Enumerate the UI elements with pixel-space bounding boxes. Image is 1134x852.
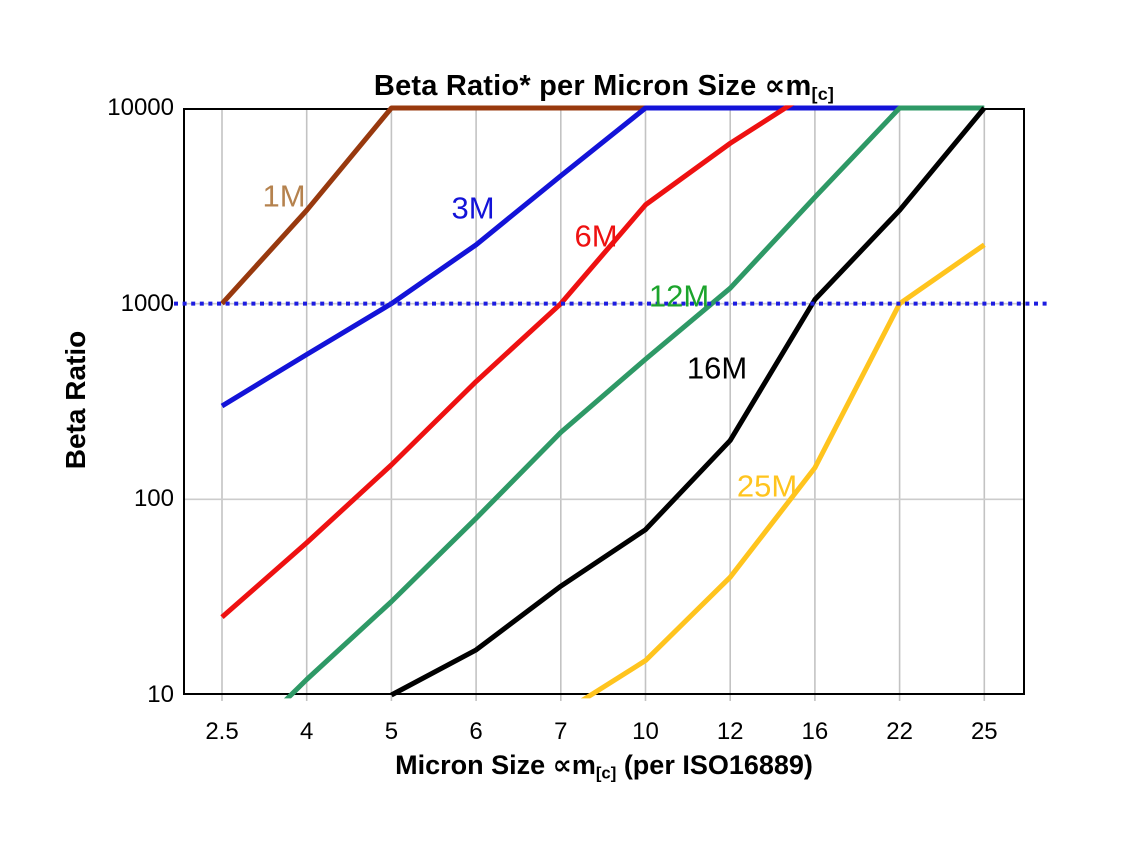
series-line-16m: [390, 106, 987, 698]
x-axis-title: Micron Size ∝m[c] (per ISO16889): [183, 750, 1025, 784]
micron-symbol: ∝m: [764, 70, 812, 102]
plot-border: [183, 108, 1025, 695]
y-tick-label: 10: [147, 681, 174, 708]
x-tick-label: 10: [632, 718, 659, 745]
x-tick-label: 5: [384, 718, 399, 745]
x-axis-title-suffix: (per ISO16889): [616, 750, 813, 780]
series-label-3m: 3M: [451, 190, 495, 226]
x-axis-title-text: Micron Size: [395, 750, 553, 780]
series-line-1m: [220, 105, 646, 306]
x-tick-label: 2.5: [205, 718, 239, 745]
series-label-1m: 1M: [262, 178, 306, 214]
x-tick-label: 7: [554, 718, 568, 745]
x-tick-label: 16: [801, 718, 829, 745]
x-tick-label: 12: [716, 718, 744, 745]
series-label-6m: 6M: [574, 218, 618, 254]
series-line-25m: [580, 242, 986, 699]
y-axis-title: Beta Ratio: [60, 331, 92, 469]
series-label-16m: 16M: [686, 350, 748, 386]
y-tick-label: 100: [133, 485, 174, 513]
micron-symbol: ∝m: [552, 750, 596, 780]
series-lines: [220, 105, 987, 699]
x-tick-label: 6: [469, 718, 483, 745]
x-tick-label: 4: [300, 718, 314, 745]
series-label-25m: 25M: [736, 468, 798, 504]
series-label-12m: 12M: [648, 278, 710, 314]
x-tick-label: 25: [970, 718, 998, 745]
chart-title: Beta Ratio* per Micron Size ∝m[c]: [183, 68, 1025, 105]
x-tick-label: 22: [886, 718, 913, 745]
series-line-12m: [283, 105, 985, 699]
y-tick-label: 10000: [107, 94, 174, 121]
y-axis-title-text: Beta Ratio: [60, 330, 91, 470]
micron-subscript: [c]: [595, 763, 617, 783]
y-tick-label: 1000: [120, 289, 174, 317]
chart-title-text: Beta Ratio* per Micron Size: [373, 70, 765, 102]
micron-subscript: [c]: [811, 84, 835, 105]
series-line-6m: [220, 105, 794, 620]
